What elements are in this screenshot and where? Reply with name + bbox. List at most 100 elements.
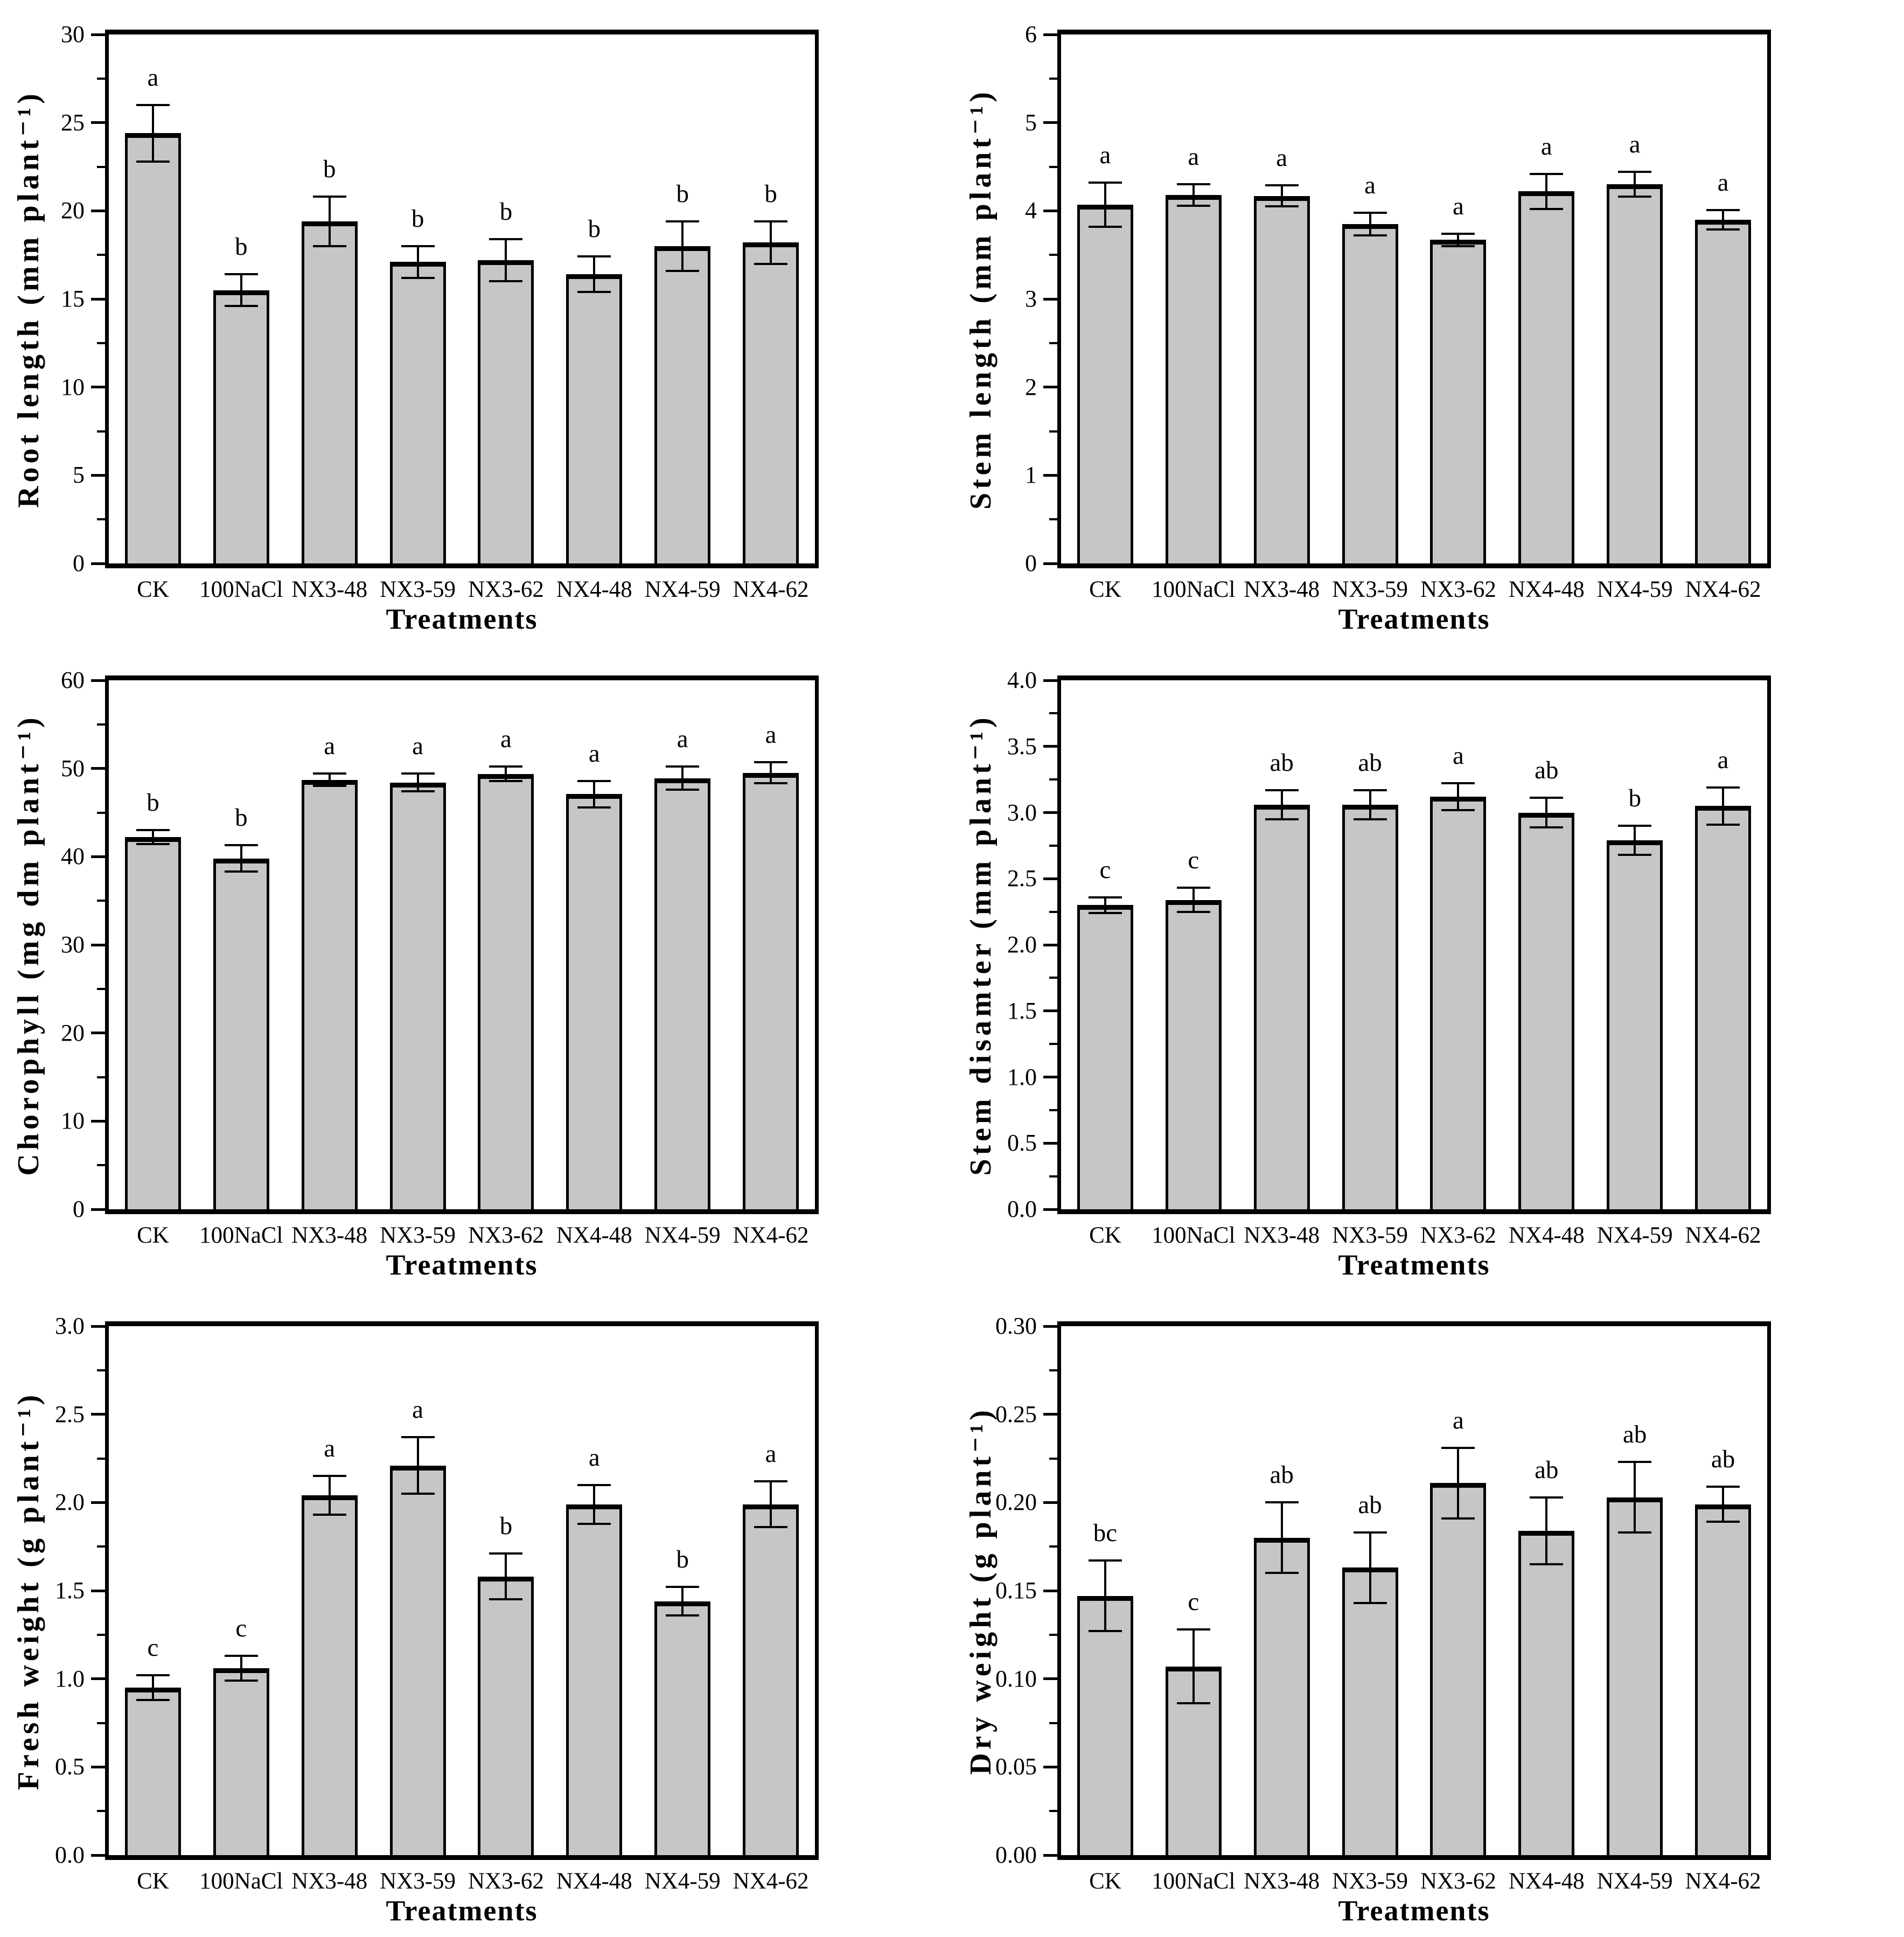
error-bar bbox=[416, 1437, 419, 1494]
error-bar bbox=[593, 781, 596, 807]
y-axis-tick-label: 0.25 bbox=[995, 1401, 1037, 1427]
error-bar-cap-bottom bbox=[401, 276, 435, 279]
y-axis-tick-label: 2.0 bbox=[55, 1489, 85, 1516]
error-bar-cap-top bbox=[1353, 211, 1387, 214]
error-bar-cap-top bbox=[489, 238, 523, 240]
error-bar-cap-top bbox=[1441, 1446, 1475, 1449]
error-bar-cap-top bbox=[1530, 797, 1564, 799]
x-axis-label: Treatments bbox=[1338, 603, 1490, 635]
bar bbox=[1077, 204, 1133, 563]
significance-letter: a bbox=[1276, 143, 1288, 172]
error-bar-cap-top bbox=[1265, 184, 1299, 186]
significance-letter: a bbox=[1364, 171, 1376, 199]
error-bar bbox=[1369, 212, 1371, 236]
error-bar bbox=[593, 1485, 596, 1524]
y-axis-minor-tick bbox=[97, 1076, 105, 1078]
x-axis-category-label: 100NaCl bbox=[1152, 1223, 1236, 1248]
bar bbox=[478, 774, 534, 1209]
error-bar-cap-top bbox=[312, 1475, 346, 1478]
error-bar bbox=[1457, 1447, 1460, 1518]
significance-letter: a bbox=[1188, 143, 1199, 171]
y-axis-major-tick bbox=[91, 562, 105, 565]
y-axis-major-tick bbox=[1043, 1501, 1057, 1504]
x-axis-category-label: NX3-62 bbox=[468, 577, 544, 602]
error-bar-cap-bottom bbox=[1088, 1630, 1122, 1633]
y-axis-tick-label: 30 bbox=[61, 21, 85, 47]
y-axis-major-tick bbox=[91, 209, 105, 212]
error-bar-cap-bottom bbox=[1441, 809, 1475, 811]
error-bar-cap-top bbox=[401, 245, 435, 247]
y-axis-minor-tick bbox=[97, 165, 105, 168]
x-axis-category-label: NX3-48 bbox=[291, 1869, 368, 1894]
error-bar bbox=[1192, 184, 1195, 206]
y-axis-tick-label: 0 bbox=[73, 1196, 85, 1222]
bar bbox=[566, 794, 623, 1209]
x-axis-category-label: NX4-62 bbox=[733, 1223, 809, 1248]
y-axis-major-tick bbox=[1043, 745, 1057, 748]
y-axis-minor-tick bbox=[97, 1633, 105, 1636]
error-bar bbox=[681, 767, 684, 790]
significance-letter: b bbox=[147, 789, 159, 817]
error-bar bbox=[1192, 1629, 1195, 1704]
y-axis-minor-tick bbox=[97, 811, 105, 814]
error-bar-cap-bottom bbox=[1176, 910, 1210, 913]
x-axis-category-label: NX4-59 bbox=[644, 577, 721, 602]
significance-letter: c bbox=[1099, 855, 1111, 884]
significance-letter: a bbox=[500, 725, 512, 754]
y-axis-tick-label: 1 bbox=[1025, 462, 1037, 489]
y-axis-major-tick bbox=[1043, 1141, 1057, 1145]
significance-letter: a bbox=[765, 1440, 777, 1468]
error-bar-cap-top bbox=[136, 829, 170, 832]
chart-panel-chlorophyll: Chorophyll (mg dm plant⁻¹) 0 10 20 30 40 50 60… bbox=[0, 646, 952, 1291]
y-axis-minor-tick bbox=[97, 1545, 105, 1548]
y-axis-tick-label: 6 bbox=[1025, 21, 1037, 47]
y-axis-tick-label: 3 bbox=[1025, 285, 1037, 312]
y-axis-major-tick bbox=[1043, 33, 1057, 36]
y-axis-major-tick bbox=[91, 943, 105, 946]
significance-letter: a bbox=[412, 732, 423, 761]
y-axis-tick-label: 1.5 bbox=[1007, 997, 1037, 1024]
bar bbox=[654, 778, 711, 1209]
bar bbox=[213, 858, 269, 1209]
error-bar-cap-top bbox=[754, 761, 788, 764]
y-axis-major-tick bbox=[1043, 1589, 1057, 1592]
y-axis-minor-tick bbox=[1049, 1457, 1057, 1460]
error-bar-cap-top bbox=[1618, 1461, 1652, 1464]
error-bar-cap-top bbox=[1706, 1485, 1740, 1488]
error-bar-cap-bottom bbox=[312, 785, 346, 788]
error-bar bbox=[240, 1656, 242, 1681]
significance-letter: a bbox=[147, 63, 159, 92]
y-axis-major-tick bbox=[91, 1589, 105, 1592]
y-axis-major-tick bbox=[91, 1854, 105, 1857]
chart-panel-root-length: Root length (mm plant⁻¹) 0 5 10 15 20 25 30 a CK… bbox=[0, 0, 952, 645]
error-bar bbox=[1722, 210, 1725, 229]
error-bar bbox=[1104, 182, 1106, 227]
significance-letter: bc bbox=[1093, 1519, 1118, 1548]
error-bar-cap-bottom bbox=[224, 870, 258, 873]
y-axis-major-tick bbox=[91, 767, 105, 770]
y-axis-tick-label: 20 bbox=[61, 1019, 85, 1046]
error-bar-cap-bottom bbox=[1265, 1572, 1299, 1574]
error-bar-cap-top bbox=[1176, 1628, 1210, 1631]
y-axis-minor-tick bbox=[97, 1369, 105, 1371]
error-bar-cap-bottom bbox=[1265, 818, 1299, 820]
bar bbox=[301, 221, 358, 563]
significance-letter: a bbox=[324, 732, 336, 761]
error-bar-cap-bottom bbox=[312, 1514, 346, 1516]
y-axis-tick-label: 10 bbox=[61, 1107, 85, 1134]
bar bbox=[1253, 1537, 1310, 1855]
significance-letter: b bbox=[323, 155, 336, 184]
error-bar-cap-bottom bbox=[1353, 234, 1387, 237]
bar bbox=[1695, 219, 1752, 563]
y-axis-tick-label: 3.0 bbox=[55, 1313, 85, 1339]
y-axis-tick-label: 10 bbox=[61, 373, 85, 400]
error-bar bbox=[1722, 1486, 1725, 1522]
y-axis-minor-tick bbox=[97, 723, 105, 726]
significance-letter: ab bbox=[1711, 1445, 1735, 1473]
y-axis-major-tick bbox=[1043, 1854, 1057, 1857]
error-bar bbox=[1104, 1560, 1106, 1632]
error-bar-cap-top bbox=[1176, 887, 1210, 889]
plot-area: 0 10 20 30 40 50 60 b CK b 100NaCl a NX3-48 a NX3-59 a N… bbox=[61, 667, 819, 1248]
bar bbox=[1165, 900, 1222, 1209]
x-axis-category-label: NX3-62 bbox=[468, 1869, 544, 1894]
